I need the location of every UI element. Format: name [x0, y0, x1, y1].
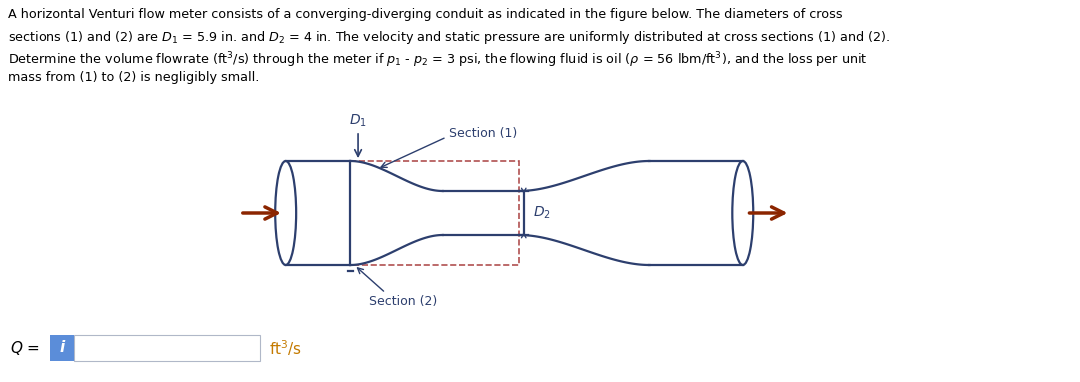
Text: $Q$ =: $Q$ =	[10, 339, 40, 357]
Text: mass from (1) to (2) is negligibly small.: mass from (1) to (2) is negligibly small…	[8, 71, 259, 84]
Text: ft$^3$/s: ft$^3$/s	[270, 338, 302, 358]
Text: Section (1): Section (1)	[448, 126, 516, 139]
Bar	[350, 161, 519, 265]
Text: A horizontal Venturi flow meter consists of a converging-diverging conduit as in: A horizontal Venturi flow meter consists…	[8, 8, 842, 21]
Text: $D_1$: $D_1$	[349, 113, 367, 129]
FancyBboxPatch shape	[50, 335, 75, 361]
FancyBboxPatch shape	[75, 335, 260, 361]
Text: sections (1) and (2) are $D_1$ = 5.9 in. and $D_2$ = 4 in. The velocity and stat: sections (1) and (2) are $D_1$ = 5.9 in.…	[8, 29, 890, 46]
Text: Determine the volume flowrate (ft$^3$/s) through the meter if $p_1$ - $p_2$ = 3 : Determine the volume flowrate (ft$^3$/s)…	[8, 50, 867, 70]
Text: $D_2$: $D_2$	[534, 205, 551, 221]
Text: i: i	[59, 340, 65, 356]
Text: Section (2): Section (2)	[368, 295, 437, 308]
